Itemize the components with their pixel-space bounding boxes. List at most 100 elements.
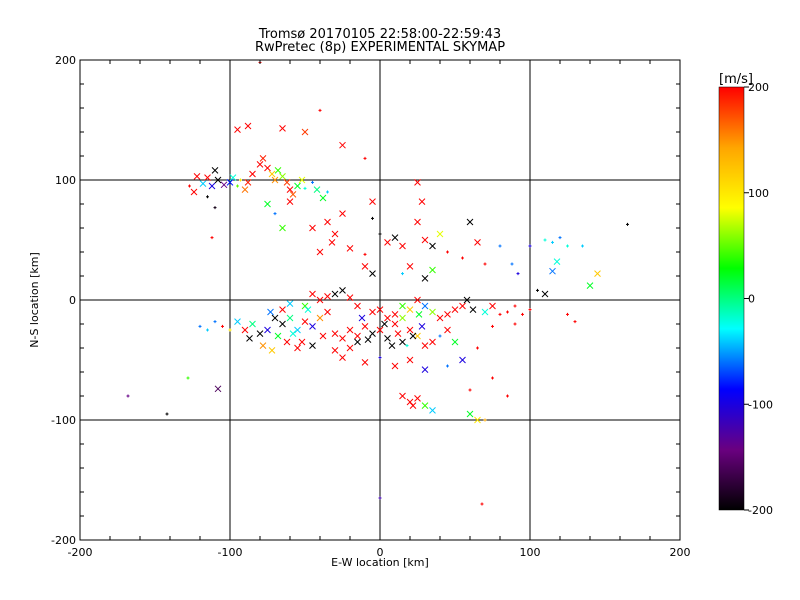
data-point-plus-marker	[446, 250, 449, 254]
data-point-plus-marker	[126, 394, 130, 398]
data-point-x-marker	[369, 270, 376, 277]
data-point-x-marker	[376, 306, 384, 313]
data-point-plus-marker	[213, 206, 217, 210]
data-point-x-marker	[384, 314, 391, 322]
data-point-x-marker	[421, 236, 429, 244]
data-point-x-marker	[406, 306, 414, 313]
data-point-plus-marker	[206, 195, 209, 199]
data-point-x-marker	[294, 326, 301, 334]
data-point-x-marker	[399, 302, 406, 310]
data-point-plus-marker	[446, 364, 449, 368]
data-point-plus-marker	[480, 502, 484, 506]
data-point-plus-marker	[303, 186, 307, 190]
data-point-x-marker	[279, 173, 286, 180]
data-point-x-marker	[391, 311, 399, 318]
data-point-x-marker	[541, 290, 549, 298]
data-point-x-marker	[553, 258, 561, 265]
data-point-x-marker	[369, 308, 376, 316]
data-point-x-marker	[358, 314, 366, 322]
data-point-plus-marker	[491, 376, 494, 380]
data-point-x-marker	[436, 230, 444, 238]
data-point-plus-marker	[498, 312, 502, 316]
data-point-x-marker	[399, 392, 406, 400]
data-point-plus-marker	[521, 312, 524, 316]
data-point-x-marker	[339, 287, 346, 294]
data-point-x-marker	[328, 239, 336, 246]
data-point-plus-marker	[528, 308, 532, 312]
data-point-x-marker	[399, 314, 406, 322]
data-point-plus-marker	[476, 346, 479, 350]
data-point-x-marker	[268, 170, 276, 178]
data-point-x-marker	[283, 338, 291, 346]
data-point-plus-marker	[378, 232, 382, 236]
data-point-x-marker	[211, 167, 219, 174]
x-tick-label: 0	[377, 546, 384, 559]
data-point-x-marker	[304, 306, 312, 313]
y-axis-ticks: -200 -100 0 100 200	[51, 54, 680, 547]
y-tick-label: 0	[69, 294, 76, 307]
data-point-x-marker	[429, 308, 436, 316]
data-point-plus-marker	[326, 190, 329, 194]
data-point-plus-marker	[461, 256, 464, 260]
chart-title-line1: Tromsø 20170105 22:58:00-22:59:43	[258, 27, 501, 42]
data-point-plus-marker	[551, 240, 554, 244]
data-point-x-marker	[421, 402, 429, 409]
data-point-plus-marker	[311, 180, 314, 184]
data-point-x-marker	[418, 323, 426, 330]
data-point-x-marker	[459, 356, 466, 364]
data-point-x-marker	[376, 326, 384, 334]
data-point-x-marker	[463, 296, 471, 304]
data-point-x-marker	[339, 354, 346, 361]
y-tick-label: -200	[51, 534, 76, 547]
data-point-x-marker	[346, 344, 354, 352]
data-point-x-marker	[294, 182, 301, 190]
data-point-plus-marker	[536, 288, 539, 292]
data-point-x-marker	[324, 308, 331, 316]
x-axis-label: E-W location [km]	[331, 556, 429, 569]
data-point-plus-marker	[198, 324, 202, 328]
data-point-x-marker	[234, 318, 241, 325]
data-point-x-marker	[286, 186, 294, 193]
grid-lines	[80, 60, 680, 540]
colorbar-unit-label: [m/s]	[719, 72, 753, 87]
data-point-x-marker	[286, 314, 294, 322]
data-point-x-marker	[309, 342, 316, 349]
data-point-x-marker	[429, 242, 436, 250]
chart-title-line2: RwPretec (8p) EXPERIMENTAL SKYMAP	[255, 40, 505, 55]
data-point-x-marker	[339, 335, 346, 342]
colorbar-tick-label: 100	[748, 187, 769, 200]
data-point-x-marker	[459, 302, 466, 310]
data-point-x-marker	[469, 306, 477, 313]
data-point-plus-marker	[186, 376, 190, 380]
data-point-x-marker	[249, 320, 256, 328]
data-point-x-marker	[279, 306, 286, 313]
data-point-x-marker	[346, 245, 354, 252]
data-point-x-marker	[244, 122, 252, 130]
data-point-x-marker	[384, 335, 391, 342]
data-point-x-marker	[409, 402, 417, 409]
data-point-x-marker	[414, 179, 421, 186]
data-point-plus-marker	[513, 304, 517, 308]
data-point-x-marker	[444, 326, 451, 334]
data-point-plus-marker	[483, 418, 487, 422]
data-point-plus-marker	[378, 356, 382, 360]
data-point-plus-marker	[213, 320, 217, 324]
colorbar-tick-label: 200	[748, 81, 769, 94]
data-point-x-marker	[267, 308, 274, 316]
data-point-x-marker	[394, 330, 402, 337]
data-point-plus-marker	[438, 334, 442, 338]
data-point-x-marker	[286, 300, 294, 307]
data-point-x-marker	[244, 179, 252, 186]
data-point-x-marker	[466, 218, 474, 226]
data-point-x-marker	[298, 176, 306, 184]
data-point-x-marker	[264, 200, 271, 208]
y-tick-label: 100	[55, 174, 76, 187]
data-point-x-marker	[381, 320, 388, 328]
data-point-plus-marker	[558, 236, 562, 240]
data-point-x-marker	[436, 314, 444, 322]
x-axis-ticks: -200 -100 0 100 200	[68, 60, 691, 559]
data-point-x-marker	[384, 239, 391, 246]
data-point-plus-marker	[543, 238, 547, 242]
data-point-plus-marker	[228, 328, 232, 332]
